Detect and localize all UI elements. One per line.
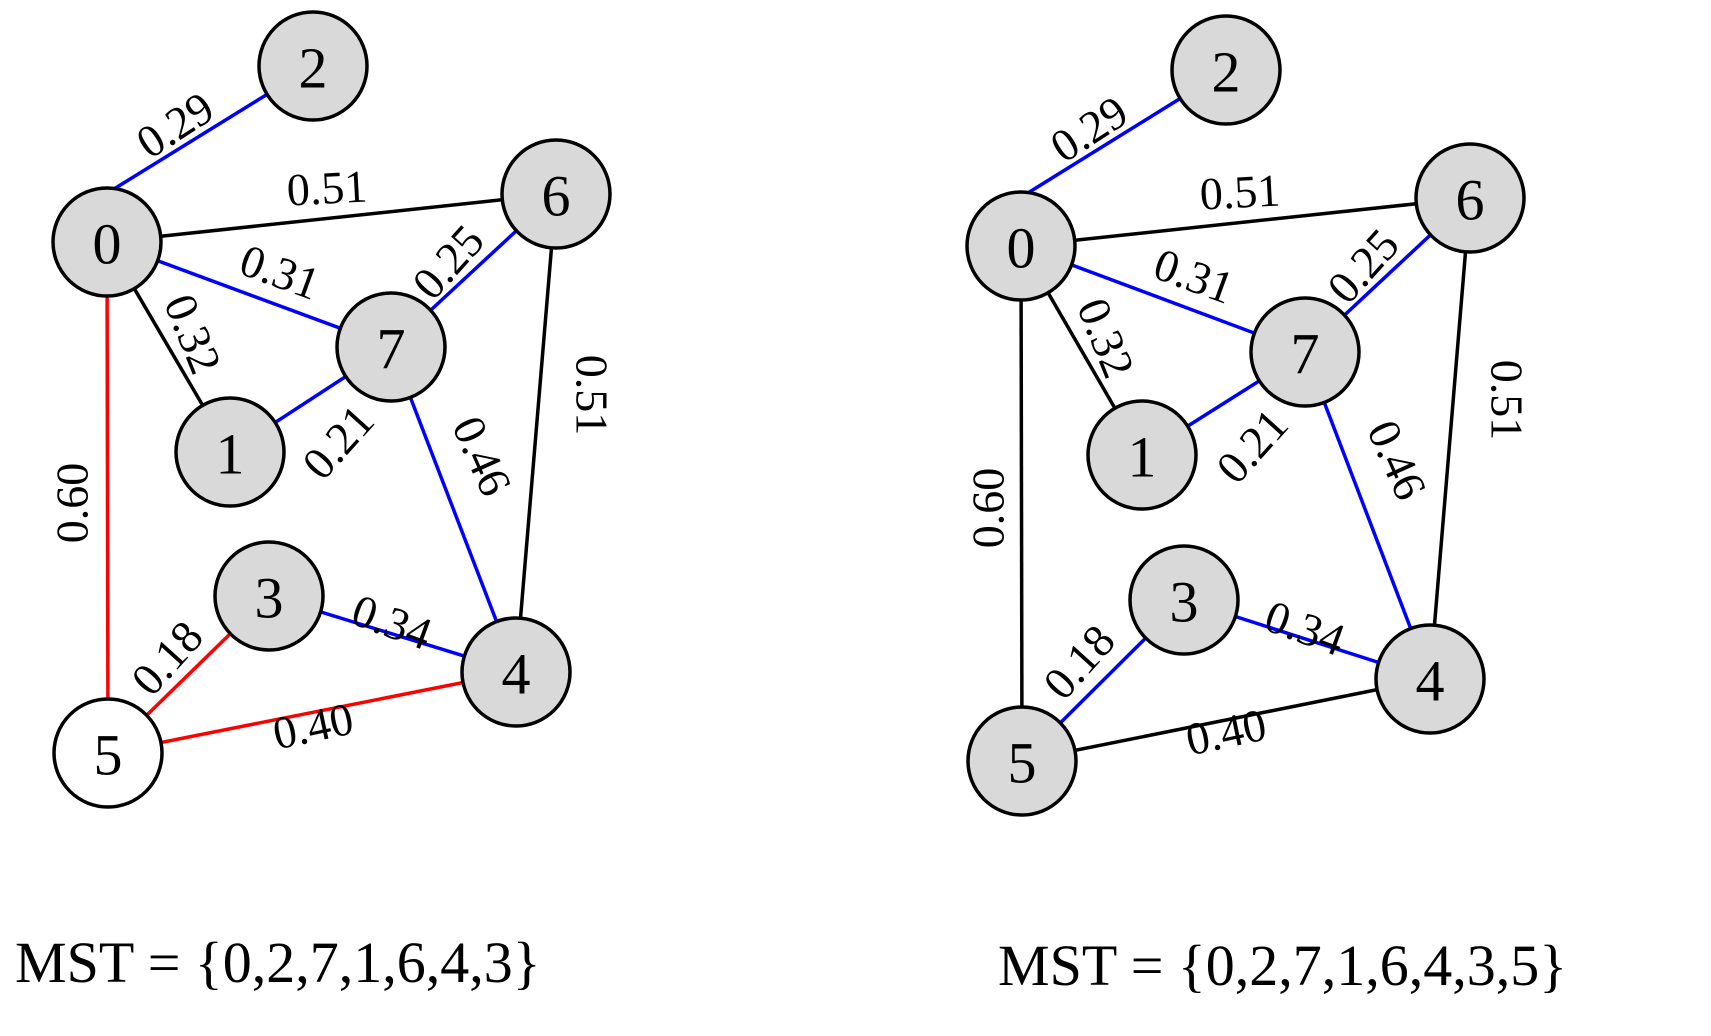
node-1: 1 (174, 396, 286, 508)
node-label-5: 5 (1008, 731, 1037, 796)
edge-weight-0-2: 0.29 (127, 82, 222, 169)
caption-left: MST = {0,2,7,1,6,4,3} (15, 930, 541, 995)
node-0: 0 (51, 186, 163, 298)
node-label-3: 3 (255, 566, 284, 631)
edge-weight-5-3: 0.18 (1033, 615, 1125, 709)
edge-0-6 (106, 192, 557, 244)
node-circle-0 (965, 190, 1077, 302)
edge-weight-7-6: 0.25 (1317, 219, 1409, 313)
edge-6-4 (514, 193, 558, 673)
edge-7-4 (1303, 351, 1432, 680)
node-label-6: 6 (542, 164, 571, 229)
node-circle-2 (1170, 14, 1282, 126)
node-label-2: 2 (1212, 40, 1241, 105)
node-label-0: 0 (93, 212, 122, 277)
node-circle-4 (1374, 623, 1486, 735)
edge-weight-5-4: 0.40 (1181, 699, 1270, 766)
node-circle-6 (1414, 142, 1526, 254)
node-circle-1 (174, 396, 286, 508)
edge-weight-3-4: 0.34 (345, 584, 438, 659)
node-5: 5 (966, 705, 1078, 817)
node-label-1: 1 (1128, 425, 1157, 490)
edge-5-4 (107, 670, 517, 755)
edge-weight-1-7: 0.21 (1206, 399, 1298, 493)
edge-weight-0-5: 0.60 (963, 468, 1014, 549)
graph-right: 0.29 0.51 0.310.32 0.250.21 0.46 0.51 0.60 0.18… (963, 14, 1533, 817)
node-2: 2 (1170, 14, 1282, 126)
edge-weight-0-1: 0.32 (1067, 291, 1144, 385)
edge-weight-0-6: 0.51 (1198, 164, 1281, 219)
node-1: 1 (1086, 399, 1198, 511)
edge-0-6 (1020, 196, 1471, 248)
node-6: 6 (1414, 142, 1526, 254)
edge-weight-7-4: 0.46 (1357, 413, 1436, 507)
edge-0-5 (1019, 245, 1024, 762)
node-label-2: 2 (299, 36, 328, 101)
node-circle-5 (966, 705, 1078, 817)
node-4: 4 (460, 616, 572, 728)
node-circle-7 (1249, 296, 1361, 408)
node-circle-3 (213, 540, 325, 652)
edge-7-4 (389, 346, 518, 673)
edge-labels: 0.29 0.51 0.310.32 0.250.21 0.46 0.51 0.60 0.18… (47, 82, 618, 760)
node-2: 2 (257, 10, 369, 122)
edge-weight-7-6: 0.25 (402, 215, 494, 309)
edge-weight-6-4: 0.51 (1482, 360, 1533, 441)
edge-weight-7-4: 0.46 (442, 409, 521, 503)
edge-weight-1-7: 0.21 (292, 395, 384, 489)
node-circle-0 (51, 186, 163, 298)
node-circle-3 (1128, 544, 1240, 656)
node-5: 5 (52, 697, 164, 809)
node-3: 3 (213, 540, 325, 652)
node-7: 7 (335, 291, 447, 403)
edge-weight-0-6: 0.51 (285, 160, 368, 215)
nodes: 0 1 2 3 4 5 6 7 (51, 10, 612, 809)
node-4: 4 (1374, 623, 1486, 735)
node-label-6: 6 (1456, 168, 1485, 233)
node-label-5: 5 (94, 723, 123, 788)
edge-weight-0-7: 0.31 (233, 234, 326, 309)
edge-weight-0-1: 0.32 (154, 287, 231, 381)
node-circle-4 (460, 616, 572, 728)
node-circle-6 (500, 138, 612, 250)
graph-left: 0.29 0.51 0.310.32 0.250.21 0.46 0.51 0.60 0.18… (47, 10, 618, 809)
node-3: 3 (1128, 544, 1240, 656)
node-0: 0 (965, 190, 1077, 302)
node-label-4: 4 (1416, 649, 1445, 714)
edge-weight-5-4: 0.40 (268, 693, 357, 760)
edge-weight-0-2: 0.29 (1041, 86, 1136, 173)
node-circle-2 (257, 10, 369, 122)
node-label-0: 0 (1007, 216, 1036, 281)
node-label-1: 1 (216, 422, 245, 487)
edge-weight-6-4: 0.51 (567, 355, 618, 436)
node-label-3: 3 (1170, 570, 1199, 635)
node-label-7: 7 (1291, 322, 1320, 387)
edge-weight-0-5: 0.60 (47, 463, 98, 544)
node-label-4: 4 (502, 642, 531, 707)
nodes: 0 1 2 3 4 5 6 7 (965, 14, 1526, 817)
edge-weight-0-7: 0.31 (1147, 238, 1240, 313)
edge-0-5 (105, 241, 110, 754)
node-7: 7 (1249, 296, 1361, 408)
node-6: 6 (500, 138, 612, 250)
edge-weight-5-3: 0.18 (121, 611, 213, 705)
edge-6-4 (1428, 197, 1472, 680)
caption-right: MST = {0,2,7,1,6,4,3,5} (998, 933, 1567, 998)
node-circle-1 (1086, 399, 1198, 511)
node-circle-5 (52, 697, 164, 809)
node-circle-7 (335, 291, 447, 403)
node-label-7: 7 (377, 317, 406, 382)
edge-5-4 (1021, 677, 1431, 763)
edge-weight-3-4: 0.34 (1258, 590, 1351, 665)
